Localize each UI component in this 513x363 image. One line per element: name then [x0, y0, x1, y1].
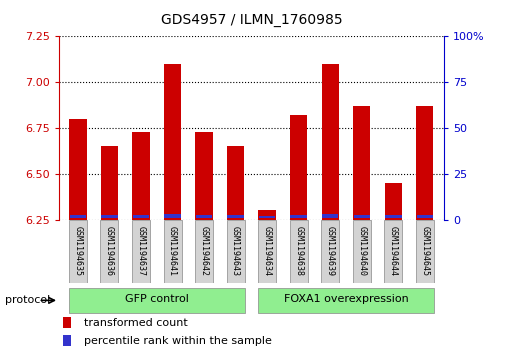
Bar — [290, 115, 307, 220]
Bar — [227, 215, 244, 218]
Text: GSM1194639: GSM1194639 — [326, 227, 334, 276]
FancyBboxPatch shape — [195, 220, 213, 283]
FancyBboxPatch shape — [227, 220, 245, 283]
Bar — [69, 119, 87, 220]
Bar — [164, 64, 181, 220]
Text: GSM1194638: GSM1194638 — [294, 227, 303, 276]
FancyBboxPatch shape — [258, 220, 276, 283]
Text: GSM1194642: GSM1194642 — [200, 227, 209, 276]
FancyBboxPatch shape — [69, 288, 245, 313]
Bar — [227, 146, 244, 220]
Bar — [353, 215, 370, 218]
FancyBboxPatch shape — [164, 220, 182, 283]
Text: protocol: protocol — [5, 295, 50, 305]
FancyBboxPatch shape — [69, 220, 87, 283]
Bar — [132, 132, 150, 220]
Text: GSM1194640: GSM1194640 — [357, 227, 366, 276]
Text: FOXA1 overexpression: FOXA1 overexpression — [284, 294, 408, 304]
Text: GSM1194637: GSM1194637 — [136, 227, 146, 276]
Text: GSM1194636: GSM1194636 — [105, 227, 114, 276]
Bar — [195, 132, 213, 220]
Text: GSM1194643: GSM1194643 — [231, 227, 240, 276]
Bar — [385, 215, 402, 218]
Text: GSM1194634: GSM1194634 — [263, 227, 272, 276]
FancyBboxPatch shape — [290, 220, 308, 283]
Bar — [133, 215, 149, 218]
Text: transformed count: transformed count — [84, 318, 188, 328]
Bar — [322, 64, 339, 220]
FancyBboxPatch shape — [132, 220, 150, 283]
Bar — [101, 215, 117, 218]
Bar — [63, 335, 71, 346]
Bar — [63, 317, 71, 328]
Bar — [385, 183, 402, 220]
Text: GSM1194641: GSM1194641 — [168, 227, 177, 276]
Text: GSM1194644: GSM1194644 — [389, 227, 398, 276]
Bar — [196, 215, 212, 218]
Bar — [417, 215, 433, 218]
FancyBboxPatch shape — [321, 220, 339, 283]
Bar — [353, 106, 370, 220]
Bar — [164, 214, 181, 218]
Bar — [416, 106, 433, 220]
Bar — [259, 216, 275, 218]
FancyBboxPatch shape — [353, 220, 371, 283]
Text: percentile rank within the sample: percentile rank within the sample — [84, 336, 272, 346]
Text: GSM1194635: GSM1194635 — [73, 227, 83, 276]
FancyBboxPatch shape — [258, 288, 434, 313]
Bar — [259, 211, 276, 220]
Bar — [70, 215, 86, 218]
FancyBboxPatch shape — [101, 220, 119, 283]
Text: GFP control: GFP control — [125, 294, 189, 304]
FancyBboxPatch shape — [384, 220, 402, 283]
Text: GDS4957 / ILMN_1760985: GDS4957 / ILMN_1760985 — [161, 13, 342, 27]
Bar — [322, 214, 339, 218]
Text: GSM1194645: GSM1194645 — [420, 227, 429, 276]
Bar — [101, 146, 118, 220]
FancyBboxPatch shape — [416, 220, 434, 283]
Bar — [290, 215, 307, 218]
